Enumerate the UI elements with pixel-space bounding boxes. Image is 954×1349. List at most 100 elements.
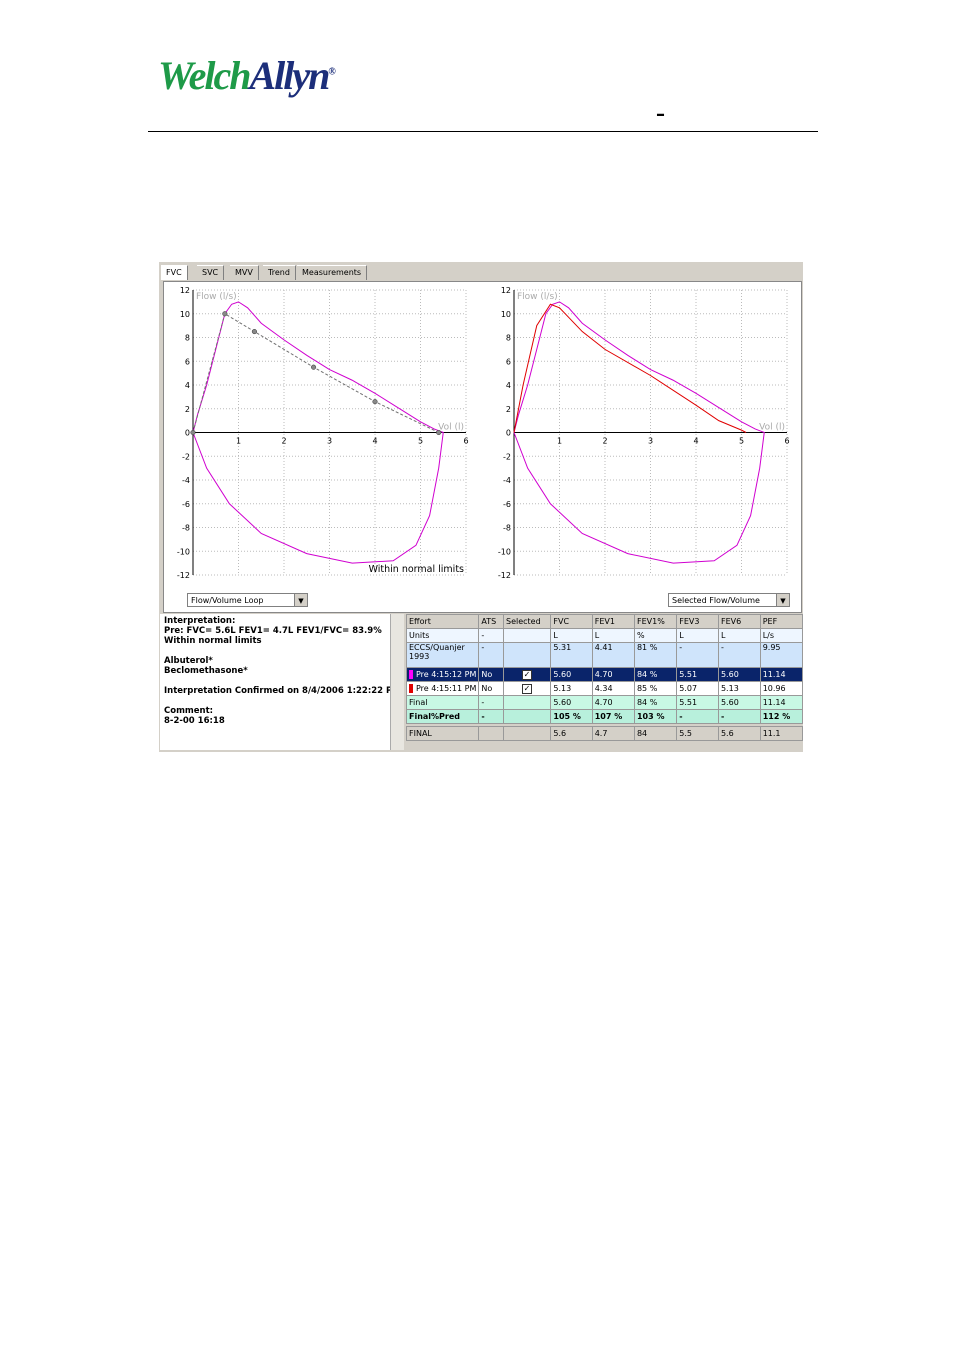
cell-text: Pre 4:15:11 PM <box>416 684 477 693</box>
x-tick-label: 5 <box>739 437 744 446</box>
cell: 5.60 <box>550 695 593 710</box>
cell: FEV1% <box>633 614 678 629</box>
marker <box>311 364 317 370</box>
cell-text: FEV1% <box>636 617 665 626</box>
cell: FEV1 <box>591 614 635 629</box>
cell: Effort <box>405 614 480 629</box>
scrollbar[interactable] <box>390 614 404 750</box>
cell-text: 11.14 <box>762 670 786 679</box>
y-tick-label: 10 <box>501 310 511 319</box>
interp-line: Beclomethasone* <box>164 666 248 676</box>
marker <box>222 311 228 317</box>
x-tick-label: 2 <box>602 437 607 446</box>
interp-line: Pre: FVC= 5.6L FEV1= 4.7L FEV1/FVC= 83.9… <box>164 626 382 636</box>
cell: 5.13 <box>717 681 761 696</box>
cell: 4.41 <box>591 642 635 668</box>
cell: PEF <box>759 614 804 629</box>
cell-text: 84 <box>636 729 648 738</box>
cell <box>502 628 552 643</box>
y-tick-label: 0 <box>185 429 190 438</box>
cell: - <box>717 642 761 668</box>
cell-text: FINAL <box>409 729 432 738</box>
cell-text: FEV6 <box>720 617 742 626</box>
cell-text: - <box>481 698 485 707</box>
cell-text: 10.96 <box>762 684 786 693</box>
cell-text: Pre 4:15:12 PM <box>416 670 477 679</box>
cell-text: 11.14 <box>762 698 786 707</box>
interp-line: Comment: <box>164 706 214 716</box>
x-tick-label: 4 <box>693 437 698 446</box>
cell: 4.7 <box>591 726 635 741</box>
logo: WelchAllyn® <box>158 52 336 99</box>
checkbox[interactable]: ✓ <box>522 683 532 694</box>
cell-text: - <box>720 712 725 721</box>
cell: 5.6 <box>550 726 593 741</box>
y-tick-label: 8 <box>185 334 190 343</box>
cell-text: 5.60 <box>553 698 572 707</box>
cell: ECCS/Quanjer 1993 <box>405 642 480 668</box>
cell: 5.60 <box>717 667 761 682</box>
cell <box>478 726 504 741</box>
cell-text: 9.95 <box>762 643 781 653</box>
cell: % <box>633 628 678 643</box>
interp-line: Interpretation: <box>164 616 236 626</box>
marker <box>436 429 442 436</box>
y-tick-label: 2 <box>506 405 511 414</box>
dropdown-label: Flow/Volume Loop <box>191 596 264 605</box>
x-tick-label: 1 <box>236 437 241 446</box>
cell: 107 % <box>591 709 635 724</box>
y-tick-label: 8 <box>506 334 511 343</box>
row: Pre 4:15:12 PM No ✓ 5.60 4.70 84 % 5.51 5.60 11.… <box>405 667 804 682</box>
cell: 4.70 <box>591 695 635 710</box>
tab[interactable]: Trend <box>263 265 296 280</box>
cell: ATS <box>478 614 504 629</box>
tab[interactable]: FVC <box>161 265 188 280</box>
marker <box>190 429 196 436</box>
cell-text: 5.60 <box>720 670 739 679</box>
cell-text: 5.13 <box>720 684 739 693</box>
x-tick-label: 2 <box>281 437 286 446</box>
cell-text: L/s <box>762 631 775 640</box>
row: Units - L L% L L L/s <box>405 628 804 643</box>
cell: FEV6 <box>717 614 761 629</box>
tab[interactable]: SVC <box>197 265 225 280</box>
y-tick-label: 12 <box>180 286 190 295</box>
checkbox[interactable]: ✓ <box>522 669 532 680</box>
cell-text: No <box>481 670 493 679</box>
row: Final%Pred - 105 % 107 % 103 % - - 112 % <box>405 709 804 724</box>
cell-text: L <box>679 631 684 640</box>
dropdown[interactable]: Selected Flow/Volume ▼ <box>668 593 790 607</box>
cell: - <box>478 628 504 643</box>
row: Pre 4:15:11 PM No ✓ 5.13 4.34 85 % 5.07 5.13 10.… <box>405 681 804 696</box>
cell-text: 85 % <box>636 684 658 693</box>
cell-text: - <box>679 712 683 721</box>
cell: 11.14 <box>759 695 804 710</box>
y-tick-label: 4 <box>185 381 190 390</box>
dash: – <box>656 104 665 125</box>
y-tick-label: 0 <box>506 429 511 438</box>
dropdown-arrow: ▼ <box>776 594 789 606</box>
cell: Pre 4:15:12 PM <box>405 667 480 682</box>
flow-curve <box>192 312 439 433</box>
rule <box>148 131 818 132</box>
dropdown[interactable]: Flow/Volume Loop ▼ <box>187 593 308 607</box>
y-axis-label: Flow (l/s) <box>196 292 237 302</box>
cell: FINAL <box>405 726 480 741</box>
cell: Final%Pred <box>405 709 480 724</box>
cell: 5.51 <box>676 695 719 710</box>
cell <box>502 642 552 668</box>
cell: 105 % <box>550 709 593 724</box>
cell-text: ATS <box>481 617 497 626</box>
cell: 11.1 <box>759 726 804 741</box>
cell-text: 5.6 <box>720 729 734 738</box>
gap <box>406 723 803 727</box>
cell-text: 5.51 <box>679 698 698 707</box>
tab[interactable]: MVV <box>230 265 259 280</box>
cell-text: - <box>481 712 485 721</box>
tab[interactable]: Measurements <box>297 265 368 280</box>
cell-text: 11.1 <box>762 729 781 738</box>
x-tick-label: 4 <box>372 437 377 446</box>
cell: - <box>478 642 504 668</box>
cell: 5.07 <box>676 681 719 696</box>
cell-text: FEV1 <box>594 617 615 626</box>
